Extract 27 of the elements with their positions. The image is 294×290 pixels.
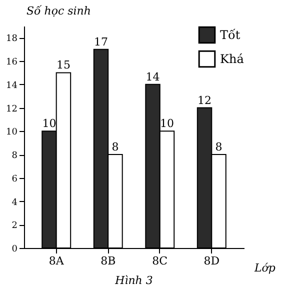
y-tick-label: 6 bbox=[12, 174, 18, 184]
legend-label: Khá bbox=[220, 52, 244, 66]
y-tick-label: 0 bbox=[12, 244, 18, 254]
y-tick-label: 4 bbox=[12, 198, 18, 208]
data-label: 10 bbox=[42, 117, 56, 130]
data-label: 14 bbox=[146, 70, 160, 84]
legend-label: Tốt bbox=[220, 28, 240, 42]
data-label: 17 bbox=[94, 35, 108, 48]
y-tick-label: 8 bbox=[12, 151, 18, 162]
x-tick-label: 8D bbox=[204, 254, 220, 268]
data-label: 15 bbox=[56, 58, 70, 72]
y-tick-label: 12 bbox=[6, 104, 18, 114]
text: Hình 3 bbox=[114, 274, 153, 287]
y-tick-label: 10 bbox=[6, 128, 18, 138]
y-tick-label: 16 bbox=[6, 58, 18, 68]
x-axis-title: Lớp bbox=[254, 262, 276, 274]
x-tick-label: 8B bbox=[100, 254, 116, 268]
y-tick-label: 2 bbox=[12, 221, 18, 232]
data-label: 8 bbox=[215, 140, 222, 154]
x-tick-label: 8A bbox=[48, 254, 65, 268]
y-axis-title: Số học sinh bbox=[26, 4, 91, 18]
x-tick-label: 8C bbox=[152, 254, 168, 268]
data-label: 12 bbox=[198, 94, 212, 107]
y-tick-label: 18 bbox=[6, 34, 18, 44]
y-tick-label: 14 bbox=[6, 80, 18, 91]
data-label: 10 bbox=[160, 117, 174, 130]
data-label: 8 bbox=[112, 140, 119, 154]
